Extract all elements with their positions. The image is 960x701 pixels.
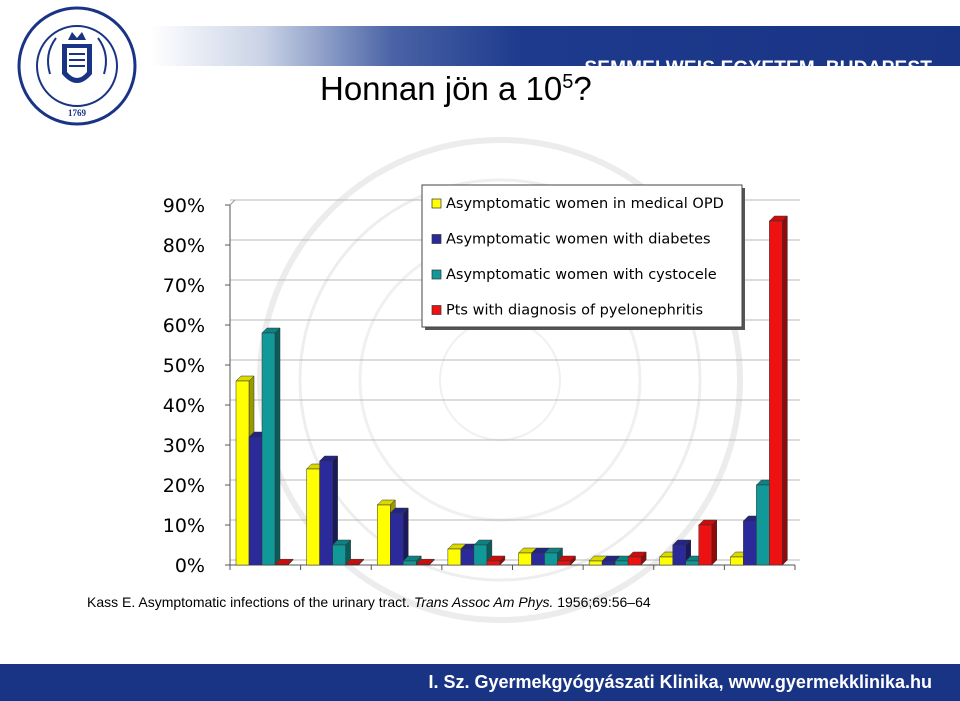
legend-swatch [431,269,442,280]
y-tick-label: 20% [163,475,205,497]
y-tick-label: 40% [163,395,205,417]
bar [332,544,346,566]
bar [672,544,686,566]
axis-depth-edge [229,199,236,206]
bar [601,560,616,566]
bar [403,560,417,566]
bar [730,556,744,566]
bar [248,436,263,566]
citation-journal: Trans Assoc Am Phys. [413,594,554,610]
bar [544,552,558,566]
bar-side [274,327,281,566]
footer-band: I. Sz. Gyermekgyógyászati Klinika, www.g… [0,664,960,701]
bar-chart: 0% 10% 20% 30% 40% 50% 60% 70% 80% 90% Asymptomati… [163,184,800,577]
legend-label: Asymptomatic women with diabetes [446,232,711,248]
bar [460,548,475,566]
bar [235,380,250,566]
legend-swatch [431,198,442,209]
citation: Kass E. Asymptomatic infections of the u… [87,594,651,610]
bar [345,563,359,566]
bar [614,560,629,566]
legend-swatch [431,305,442,315]
bar [447,548,462,566]
y-tick-label: 0% [175,555,205,577]
bar [390,512,404,566]
bar [769,220,783,566]
citation-authors: Kass E. Asymptomatic infections of the u… [87,594,414,610]
bar [756,484,770,566]
bar-side [782,215,788,566]
seal-year: 1769 [68,108,87,118]
legend [421,184,743,328]
y-tick-label: 60% [163,315,205,337]
bar [319,460,333,566]
y-tick-label: 70% [163,275,205,297]
legend-label: Pts with diagnosis of pyelonephritis [446,303,703,319]
legend-label: Asymptomatic women in medical OPD [446,196,724,212]
y-tick-label: 50% [163,355,205,377]
bar [698,524,712,566]
university-name: SEMMELWEIS EGYETEM, BUDAPEST [584,58,932,79]
legend-swatch [431,234,442,244]
bar [518,552,532,566]
page-title: Honnan jön a 105? [320,70,592,108]
bar [306,468,320,566]
y-tick-label: 80% [163,235,205,257]
bar [685,560,699,566]
university-seal-icon: 1769 [17,6,137,126]
bar [588,560,603,566]
bar [743,520,757,566]
clinic-name: I. Sz. Gyermekgyógyászati Klinika, www.g… [428,672,932,692]
citation-volume: 1956;69:56–64 [553,594,651,610]
bar [531,552,545,566]
y-tick-label: 30% [163,435,205,457]
bar-side [711,519,717,566]
bar [557,560,571,566]
bar [274,563,289,566]
bar [659,556,673,566]
y-tick-label: 10% [163,515,205,537]
bar [261,332,276,566]
bar [627,556,642,566]
bar [473,544,488,566]
y-tick-label: 90% [163,195,205,217]
bar [377,504,391,566]
title-end: ? [573,70,592,107]
header-band: SEMMELWEIS EGYETEM, BUDAPEST [150,26,960,79]
bar [486,560,501,566]
legend-label: Asymptomatic women with cystocele [446,267,717,283]
title-exponent: 5 [562,71,574,93]
bar [416,563,430,566]
title-main: Honnan jön a 10 [320,70,563,107]
